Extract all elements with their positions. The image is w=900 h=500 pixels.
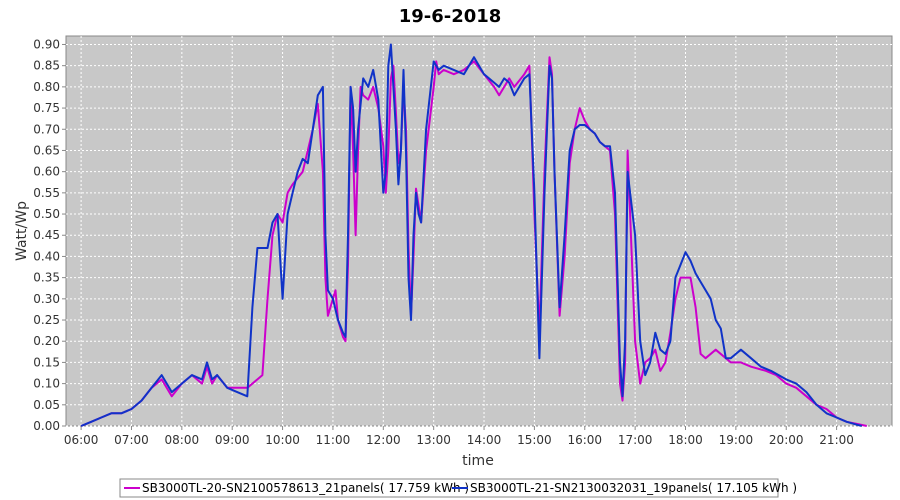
y-tick-label: 0.50: [33, 207, 60, 221]
legend: SB3000TL-20-SN2100578613_21panels( 17.75…: [119, 478, 797, 498]
x-tick-label: 11:00: [316, 433, 351, 447]
x-axis-label: time: [462, 453, 494, 469]
y-tick-label: 0.65: [33, 143, 60, 157]
y-tick-label: 0.10: [33, 377, 60, 391]
legend-entry-0: SB3000TL-20-SN2100578613_21panels( 17.75…: [142, 481, 469, 495]
y-tick-label: 0.00: [33, 419, 60, 433]
y-axis-ticks: 0.00 0.05 0.10 0.15 0.20 0.25 0.30 0.35 0.40 0.45…: [33, 37, 66, 433]
plot-area: [65, 35, 893, 427]
y-tick-label: 0.25: [33, 313, 60, 327]
x-tick-label: 08:00: [165, 433, 200, 447]
x-tick-label: 21:00: [819, 433, 854, 447]
y-tick-label: 0.60: [33, 165, 60, 179]
x-tick-label: 12:00: [366, 433, 401, 447]
y-tick-label: 0.75: [33, 101, 60, 115]
x-tick-label: 06:00: [64, 433, 99, 447]
x-tick-label: 07:00: [114, 433, 149, 447]
y-tick-label: 0.90: [33, 37, 60, 51]
chart-title: 19-6-2018: [399, 6, 502, 27]
y-tick-label: 0.35: [33, 271, 60, 285]
y-tick-label: 0.55: [33, 186, 60, 200]
x-tick-label: 15:00: [517, 433, 552, 447]
x-tick-label: 17:00: [618, 433, 653, 447]
y-tick-label: 0.05: [33, 398, 60, 412]
legend-box: [119, 478, 779, 498]
series-group: [80, 43, 868, 427]
series-line-0: [80, 56, 868, 427]
x-tick-label: 20:00: [769, 433, 804, 447]
y-tick-label: 0.85: [33, 59, 60, 73]
x-tick-label: 13:00: [416, 433, 451, 447]
x-tick-label: 18:00: [668, 433, 703, 447]
x-tick-label: 09:00: [215, 433, 250, 447]
y-tick-label: 0.15: [33, 355, 60, 369]
x-tick-label: 10:00: [265, 433, 300, 447]
x-tick-label: 14:00: [467, 433, 502, 447]
legend-entry-1: SB3000TL-21-SN2130032031_19panels( 17.10…: [470, 481, 797, 495]
series-line-1: [80, 43, 863, 427]
y-tick-label: 0.30: [33, 292, 60, 306]
y-tick-label: 0.70: [33, 122, 60, 136]
y-tick-label: 0.20: [33, 334, 60, 348]
y-axis-label: Watt/Wp: [14, 201, 30, 261]
y-tick-label: 0.80: [33, 80, 60, 94]
y-tick-label: 0.40: [33, 249, 60, 263]
y-tick-label: 0.45: [33, 228, 60, 242]
x-axis-ticks: 06:00 07:00 08:00 09:00 10:00 11:00 12:00 13:00…: [64, 426, 854, 447]
x-tick-label: 19:00: [719, 433, 754, 447]
x-tick-label: 16:00: [567, 433, 602, 447]
